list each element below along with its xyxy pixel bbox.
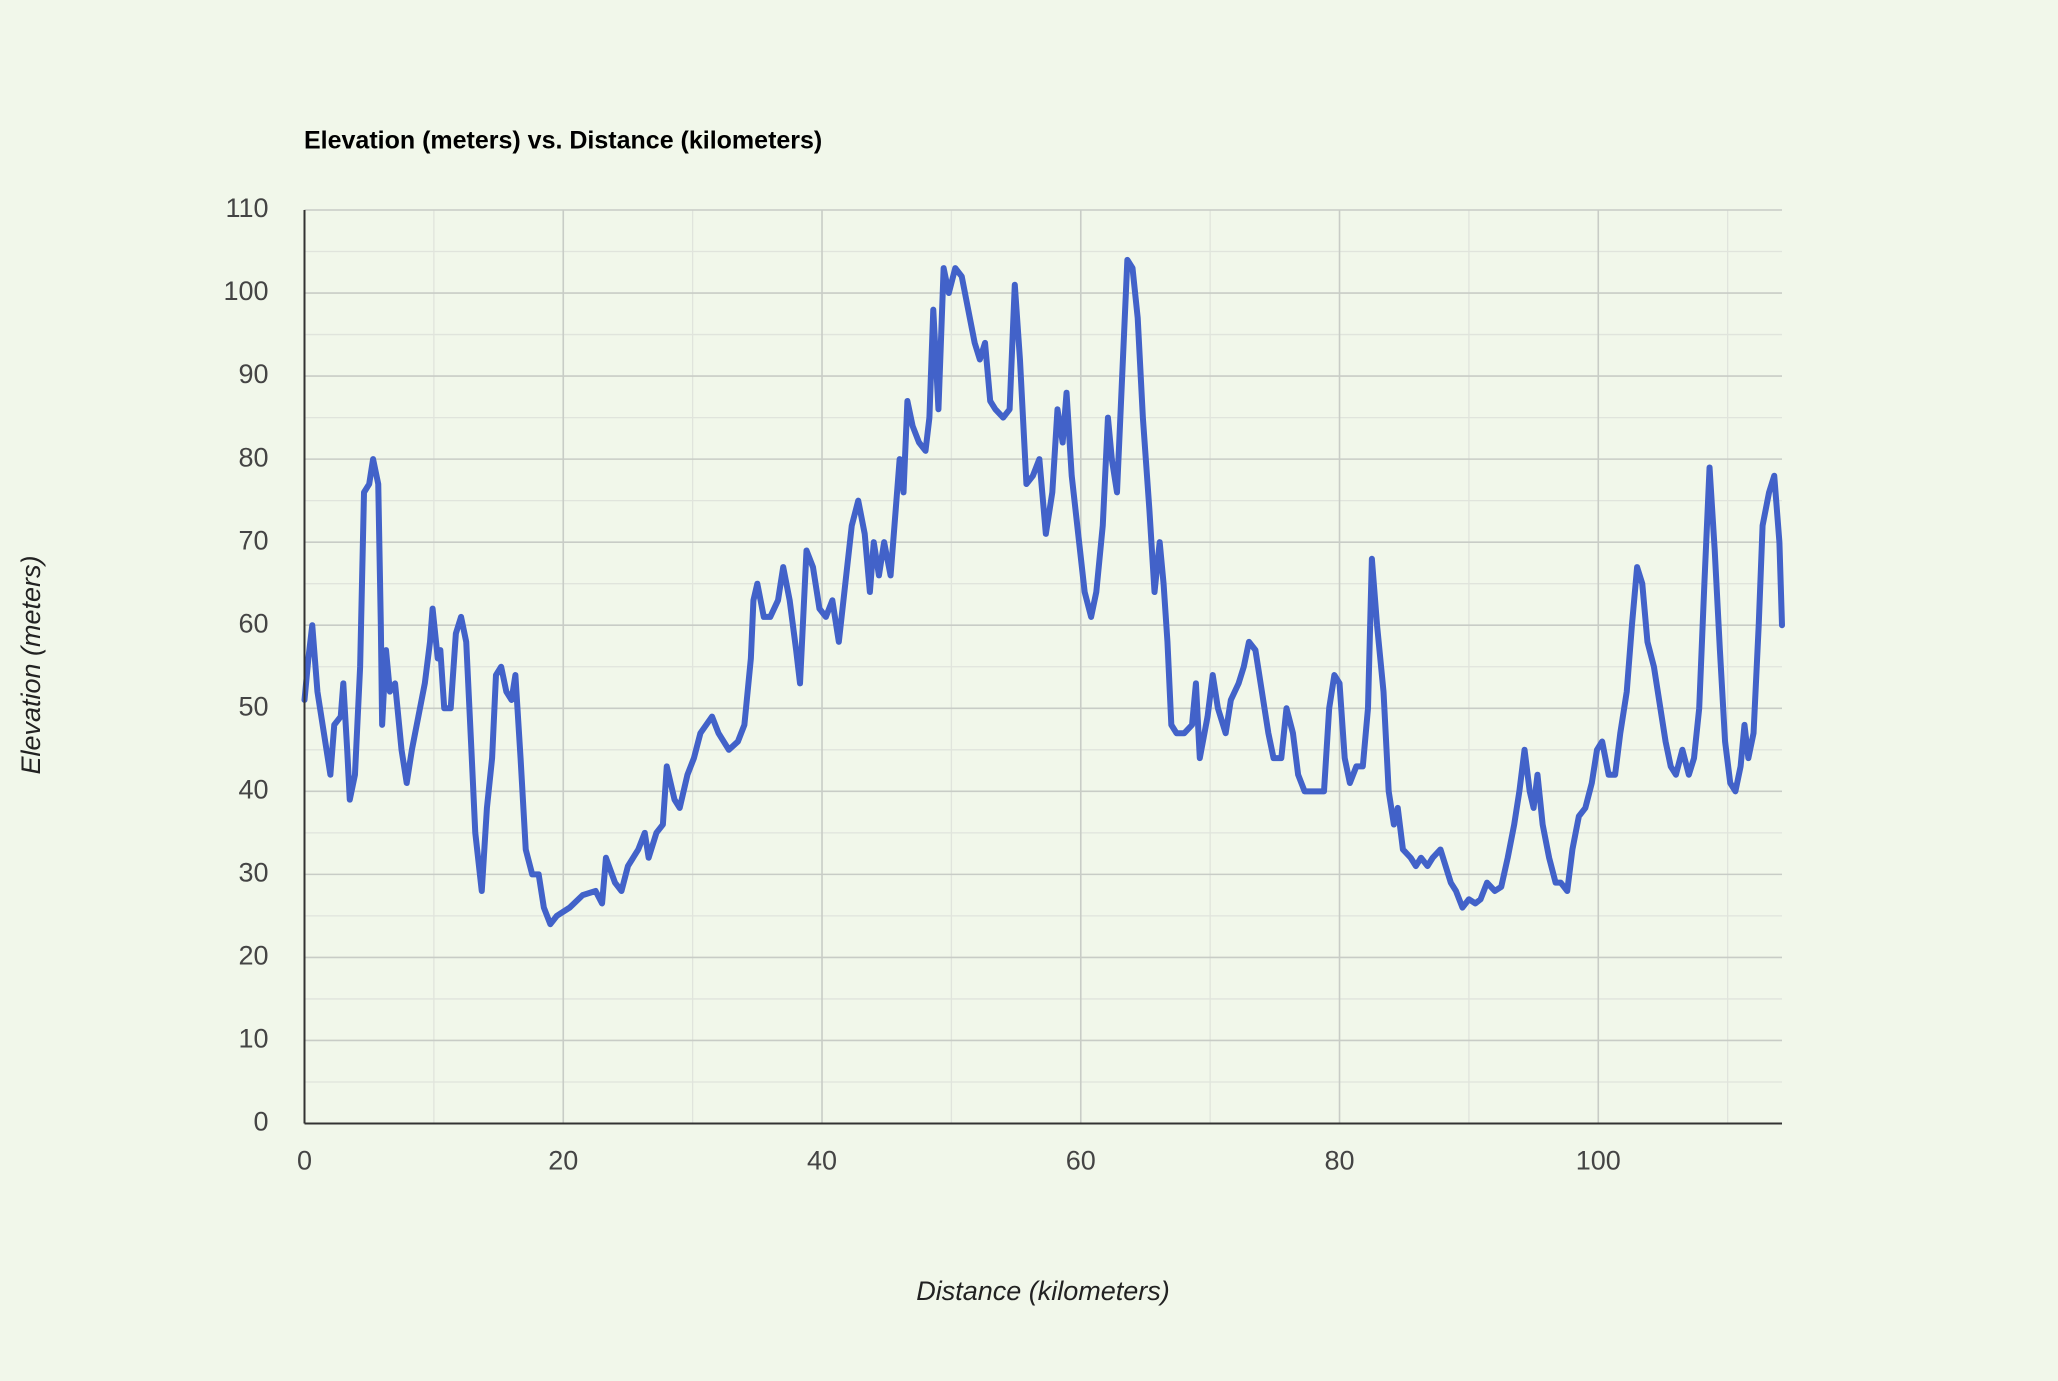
- y-tick-label: 0: [253, 1107, 268, 1137]
- x-tick-label: 80: [1325, 1146, 1355, 1176]
- x-tick-label: 40: [807, 1146, 837, 1176]
- y-tick-label: 10: [238, 1024, 268, 1054]
- y-tick-label: 100: [223, 276, 268, 306]
- y-tick-label: 80: [238, 442, 268, 472]
- elevation-line: [301, 256, 1785, 928]
- x-tick-label: 0: [297, 1146, 312, 1176]
- y-tick-label: 30: [238, 857, 268, 887]
- y-tick-label: 60: [238, 608, 268, 638]
- plot-area: [301, 256, 1785, 928]
- x-tick-label: 20: [548, 1146, 578, 1176]
- y-tick-label: 40: [238, 774, 268, 804]
- y-tick-label: 20: [238, 941, 268, 971]
- y-tick-label: 90: [238, 359, 268, 389]
- y-tick-label: 50: [238, 691, 268, 721]
- y-tick-label: 110: [225, 193, 268, 223]
- y-tick-label: 70: [238, 525, 268, 555]
- grid: [303, 209, 1782, 1125]
- x-axis-title: Distance (kilometers): [916, 1276, 1170, 1306]
- chart-title: Elevation (meters) vs. Distance (kilomet…: [304, 127, 822, 155]
- x-tick-label: 100: [1576, 1146, 1621, 1176]
- x-tick-label: 60: [1066, 1146, 1096, 1176]
- y-axis-title: Elevation (meters): [16, 555, 46, 774]
